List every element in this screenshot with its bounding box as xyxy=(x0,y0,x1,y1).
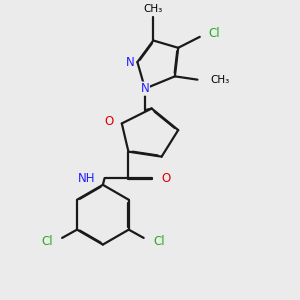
Text: N: N xyxy=(141,82,149,95)
Text: Cl: Cl xyxy=(41,235,53,248)
Text: O: O xyxy=(104,115,113,128)
Text: CH₃: CH₃ xyxy=(210,75,229,85)
Text: CH₃: CH₃ xyxy=(144,4,163,14)
Text: NH: NH xyxy=(78,172,95,185)
Text: Cl: Cl xyxy=(208,27,220,40)
Text: N: N xyxy=(126,56,134,69)
Text: O: O xyxy=(161,172,170,185)
Text: Cl: Cl xyxy=(153,235,165,248)
